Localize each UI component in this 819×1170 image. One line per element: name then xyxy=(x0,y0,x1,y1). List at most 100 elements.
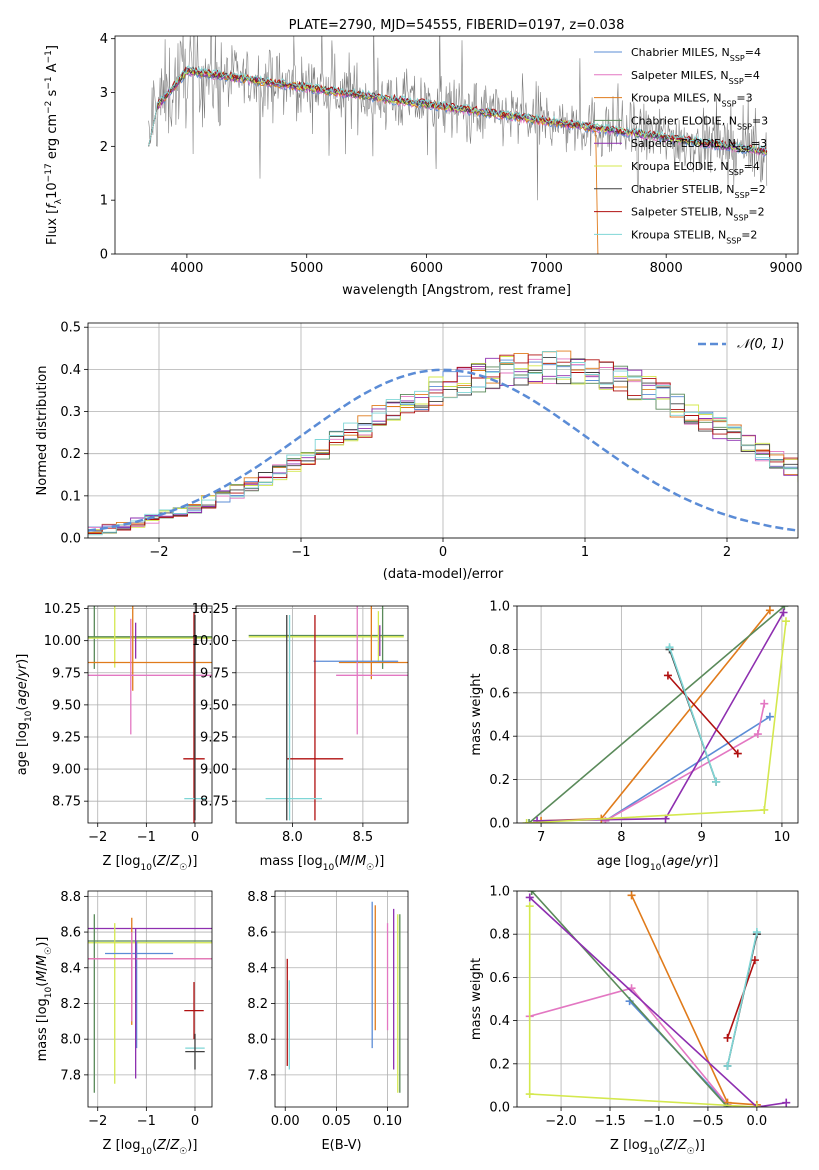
weight-marker xyxy=(781,617,790,626)
grid xyxy=(517,890,798,1108)
axes-frame xyxy=(516,605,799,824)
weight-line-8 xyxy=(668,646,717,783)
weight-marker xyxy=(525,1090,534,1099)
y-tick-label: 1.0 xyxy=(489,600,510,615)
mass-vs-metallicity-panel: −2 −1 0 7.8 8.0 8.2 8.4 8.6 8.8 Z [log10(Z/Z☉)] ma… xyxy=(35,890,213,1157)
plot-area xyxy=(88,914,212,1093)
legend-label: Kroupa STELIB, NSSP=2 xyxy=(631,228,757,245)
weight-marker xyxy=(760,699,769,708)
weight-line-8 xyxy=(726,931,758,1067)
legend-label: Salpeter STELIB, NSSP=2 xyxy=(631,206,765,223)
histogram-series-0 xyxy=(88,359,798,528)
legend-label: Chabrier STELIB, NSSP=2 xyxy=(631,183,766,200)
weight-marker xyxy=(525,902,534,911)
weight-marker xyxy=(765,712,774,721)
histogram-series-1 xyxy=(88,358,798,528)
x-tick-label: 1 xyxy=(581,545,589,560)
y-tick-label: 0.0 xyxy=(489,817,510,832)
y-tick-label: 9.50 xyxy=(52,698,81,713)
histogram-series-8 xyxy=(88,350,798,536)
y-tick-label: 8.4 xyxy=(247,961,268,976)
x-tick-label: 2 xyxy=(723,545,731,560)
model-line-8 xyxy=(148,65,768,153)
weight-marker xyxy=(533,816,542,823)
weight-line-0 xyxy=(604,716,771,822)
axes-frame xyxy=(87,890,213,1108)
x-tick-label: −1.5 xyxy=(594,1114,626,1129)
y-axis-label: mass weight xyxy=(469,673,484,755)
y-tick-label: 0.4 xyxy=(60,363,81,378)
weight-line-6 xyxy=(667,674,739,755)
model-line-6 xyxy=(148,66,768,154)
legend: Chabrier MILES, NSSP=4 Salpeter MILES, NS… xyxy=(594,46,768,245)
y-tick-label: 9.00 xyxy=(52,763,81,778)
x-tick-label: 0.10 xyxy=(373,1114,402,1129)
x-tick-label: 0 xyxy=(191,1114,199,1129)
weight-marker xyxy=(780,606,789,610)
axes-frame xyxy=(235,605,409,824)
normal-curve xyxy=(88,368,798,532)
weight-marker xyxy=(525,819,534,823)
x-axis-label: (data-model)/error xyxy=(383,567,504,582)
weight-marker xyxy=(665,643,674,652)
y-tick-label: 9.00 xyxy=(200,763,229,778)
x-axis-label: Z [log10(Z/Z☉)] xyxy=(103,854,198,873)
x-tick-label: 9 xyxy=(698,830,706,845)
legend-label: Chabrier ELODIE, NSSP=3 xyxy=(631,114,768,130)
y-tick-label: 0.0 xyxy=(489,1101,510,1116)
y-tick-label: 10.00 xyxy=(44,634,81,649)
x-tick-label: 9000 xyxy=(769,261,802,276)
weight-line-1 xyxy=(604,703,766,822)
x-tick-label: 0.0 xyxy=(747,1114,768,1129)
y-tick-label: 9.75 xyxy=(52,666,81,681)
y-tick-label: 9.75 xyxy=(200,666,229,681)
weight-marker xyxy=(752,928,761,937)
weight-marker xyxy=(765,606,774,615)
mass-weight-vs-age-panel: 7 8 9 10 0.0 0.2 0.4 0.6 0.8 1.0 age [log10(age/yr… xyxy=(469,600,799,873)
axes: 8.0 8.5 8.75 9.00 9.25 9.50 9.75 10.00 10.25 xyxy=(192,602,373,845)
y-tick-label: 0.6 xyxy=(489,971,510,986)
plot-area xyxy=(88,606,212,823)
legend-label: Salpeter ELODIE, NSSP=3 xyxy=(631,137,767,154)
y-tick-label: 10.00 xyxy=(192,634,229,649)
y-tick-label: 0.8 xyxy=(489,643,510,658)
y-tick-label: 3 xyxy=(100,86,108,101)
weight-marker xyxy=(779,608,788,617)
weight-marker xyxy=(782,1098,791,1107)
axes-frame xyxy=(516,890,799,1108)
plot-area xyxy=(522,606,790,823)
y-tick-label: 8.2 xyxy=(247,997,268,1012)
x-tick-label: 4000 xyxy=(170,261,203,276)
plot-area xyxy=(148,36,768,254)
weight-marker xyxy=(723,1103,732,1107)
y-axis-label: age [log10(age/yr)] xyxy=(15,654,34,776)
y-tick-label: 4 xyxy=(100,32,108,47)
y-tick-label: 7.8 xyxy=(60,1068,81,1083)
y-axis-label: Normed distribution xyxy=(35,366,50,496)
mass-vs-extinction-panel: 0.00 0.05 0.10 7.8 8.0 8.2 8.4 8.6 8.8 E(B-V) xyxy=(247,890,409,1153)
x-tick-label: 7 xyxy=(537,830,545,845)
legend-label: Kroupa ELODIE, NSSP=4 xyxy=(631,160,760,177)
y-tick-label: 8.6 xyxy=(60,926,81,941)
x-tick-label: 8 xyxy=(617,830,625,845)
x-tick-label: 0 xyxy=(439,545,447,560)
histogram-series-7 xyxy=(88,354,798,534)
weight-line-4 xyxy=(529,896,787,1107)
weight-marker xyxy=(753,730,762,739)
axes: −2 −1 0 1 2 0.0 0.1 0.2 0.3 0.4 0.5 xyxy=(60,321,731,560)
y-tick-label: 0.0 xyxy=(60,532,81,547)
y-tick-label: 7.8 xyxy=(247,1068,268,1083)
weight-marker xyxy=(525,893,534,902)
y-tick-label: 8.8 xyxy=(247,890,268,905)
y-tick-label: 0.2 xyxy=(60,447,81,462)
weight-marker xyxy=(723,1033,732,1042)
axes: 7 8 9 10 0.0 0.2 0.4 0.6 0.8 1.0 xyxy=(489,600,790,846)
x-tick-label: 8.5 xyxy=(353,830,374,845)
x-tick-label: −2.0 xyxy=(545,1114,577,1129)
weight-marker xyxy=(527,891,536,895)
x-tick-label: 0 xyxy=(191,830,199,845)
y-tick-label: 8.2 xyxy=(60,997,81,1012)
y-tick-label: 10.25 xyxy=(192,602,229,617)
y-axis-label: Flux [fλ10−17 erg cm−2 s−1 A−1] xyxy=(44,45,64,245)
